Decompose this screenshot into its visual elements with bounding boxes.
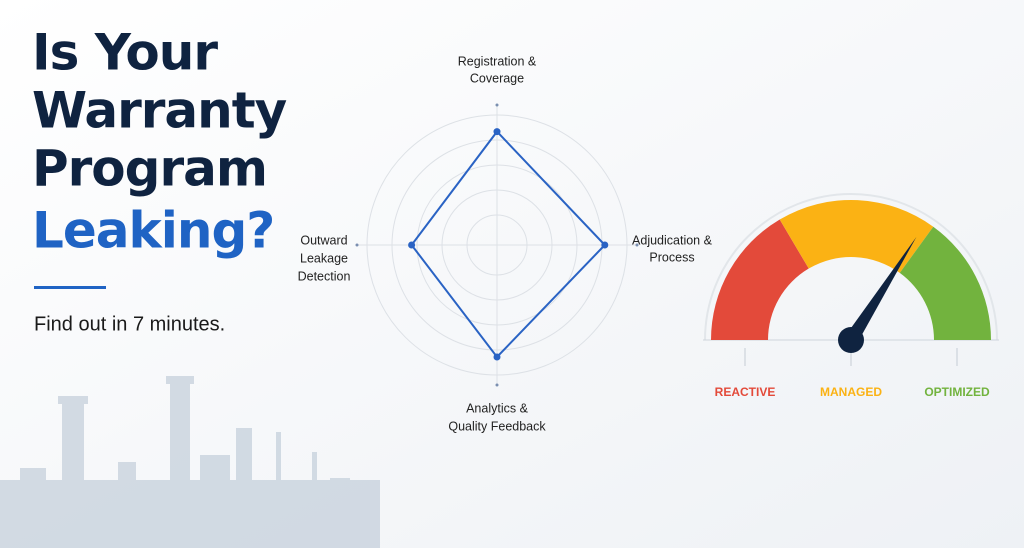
axis-label: Analytics & [466, 401, 528, 415]
axis-label: Quality Feedback [448, 419, 546, 433]
gauge-frame [704, 193, 998, 341]
zone-label: MANAGED [820, 385, 882, 399]
headline-line: Warranty [32, 82, 287, 140]
axis-label: Leakage [300, 251, 348, 265]
axis-end [355, 243, 359, 247]
axis-label: Detection [298, 269, 351, 283]
radar-point [408, 241, 416, 249]
underline [34, 286, 106, 289]
axis-end [495, 103, 499, 107]
axis-label: Registration & [458, 54, 537, 68]
axis-label: Process [649, 250, 694, 264]
radar-point [601, 241, 609, 249]
radar-point [493, 353, 501, 361]
radar-point [493, 128, 501, 136]
axis-end [635, 243, 639, 247]
radar [355, 103, 639, 387]
axis-label: Coverage [470, 71, 524, 85]
gauge-zone [711, 219, 809, 340]
axis-label: Outward [300, 233, 347, 247]
subtitle: Find out in 7 minutes. [34, 313, 225, 335]
headline-line: Program [32, 140, 267, 198]
headline-highlight: Leaking? [32, 202, 274, 260]
gauge: REACTIVE MANAGED OPTIMIZED [703, 193, 999, 399]
zone-label: REACTIVE [715, 385, 776, 399]
gauge-zone [779, 200, 934, 273]
needle-hub [838, 327, 864, 353]
gauge-needle [845, 236, 917, 344]
axis-end [495, 383, 499, 387]
zone-label: OPTIMIZED [924, 385, 990, 399]
factory-silhouette [0, 376, 380, 548]
headline-line: Is Your [32, 24, 218, 82]
gauge-zone [899, 226, 991, 340]
axis-label: Adjudication & [632, 233, 713, 247]
